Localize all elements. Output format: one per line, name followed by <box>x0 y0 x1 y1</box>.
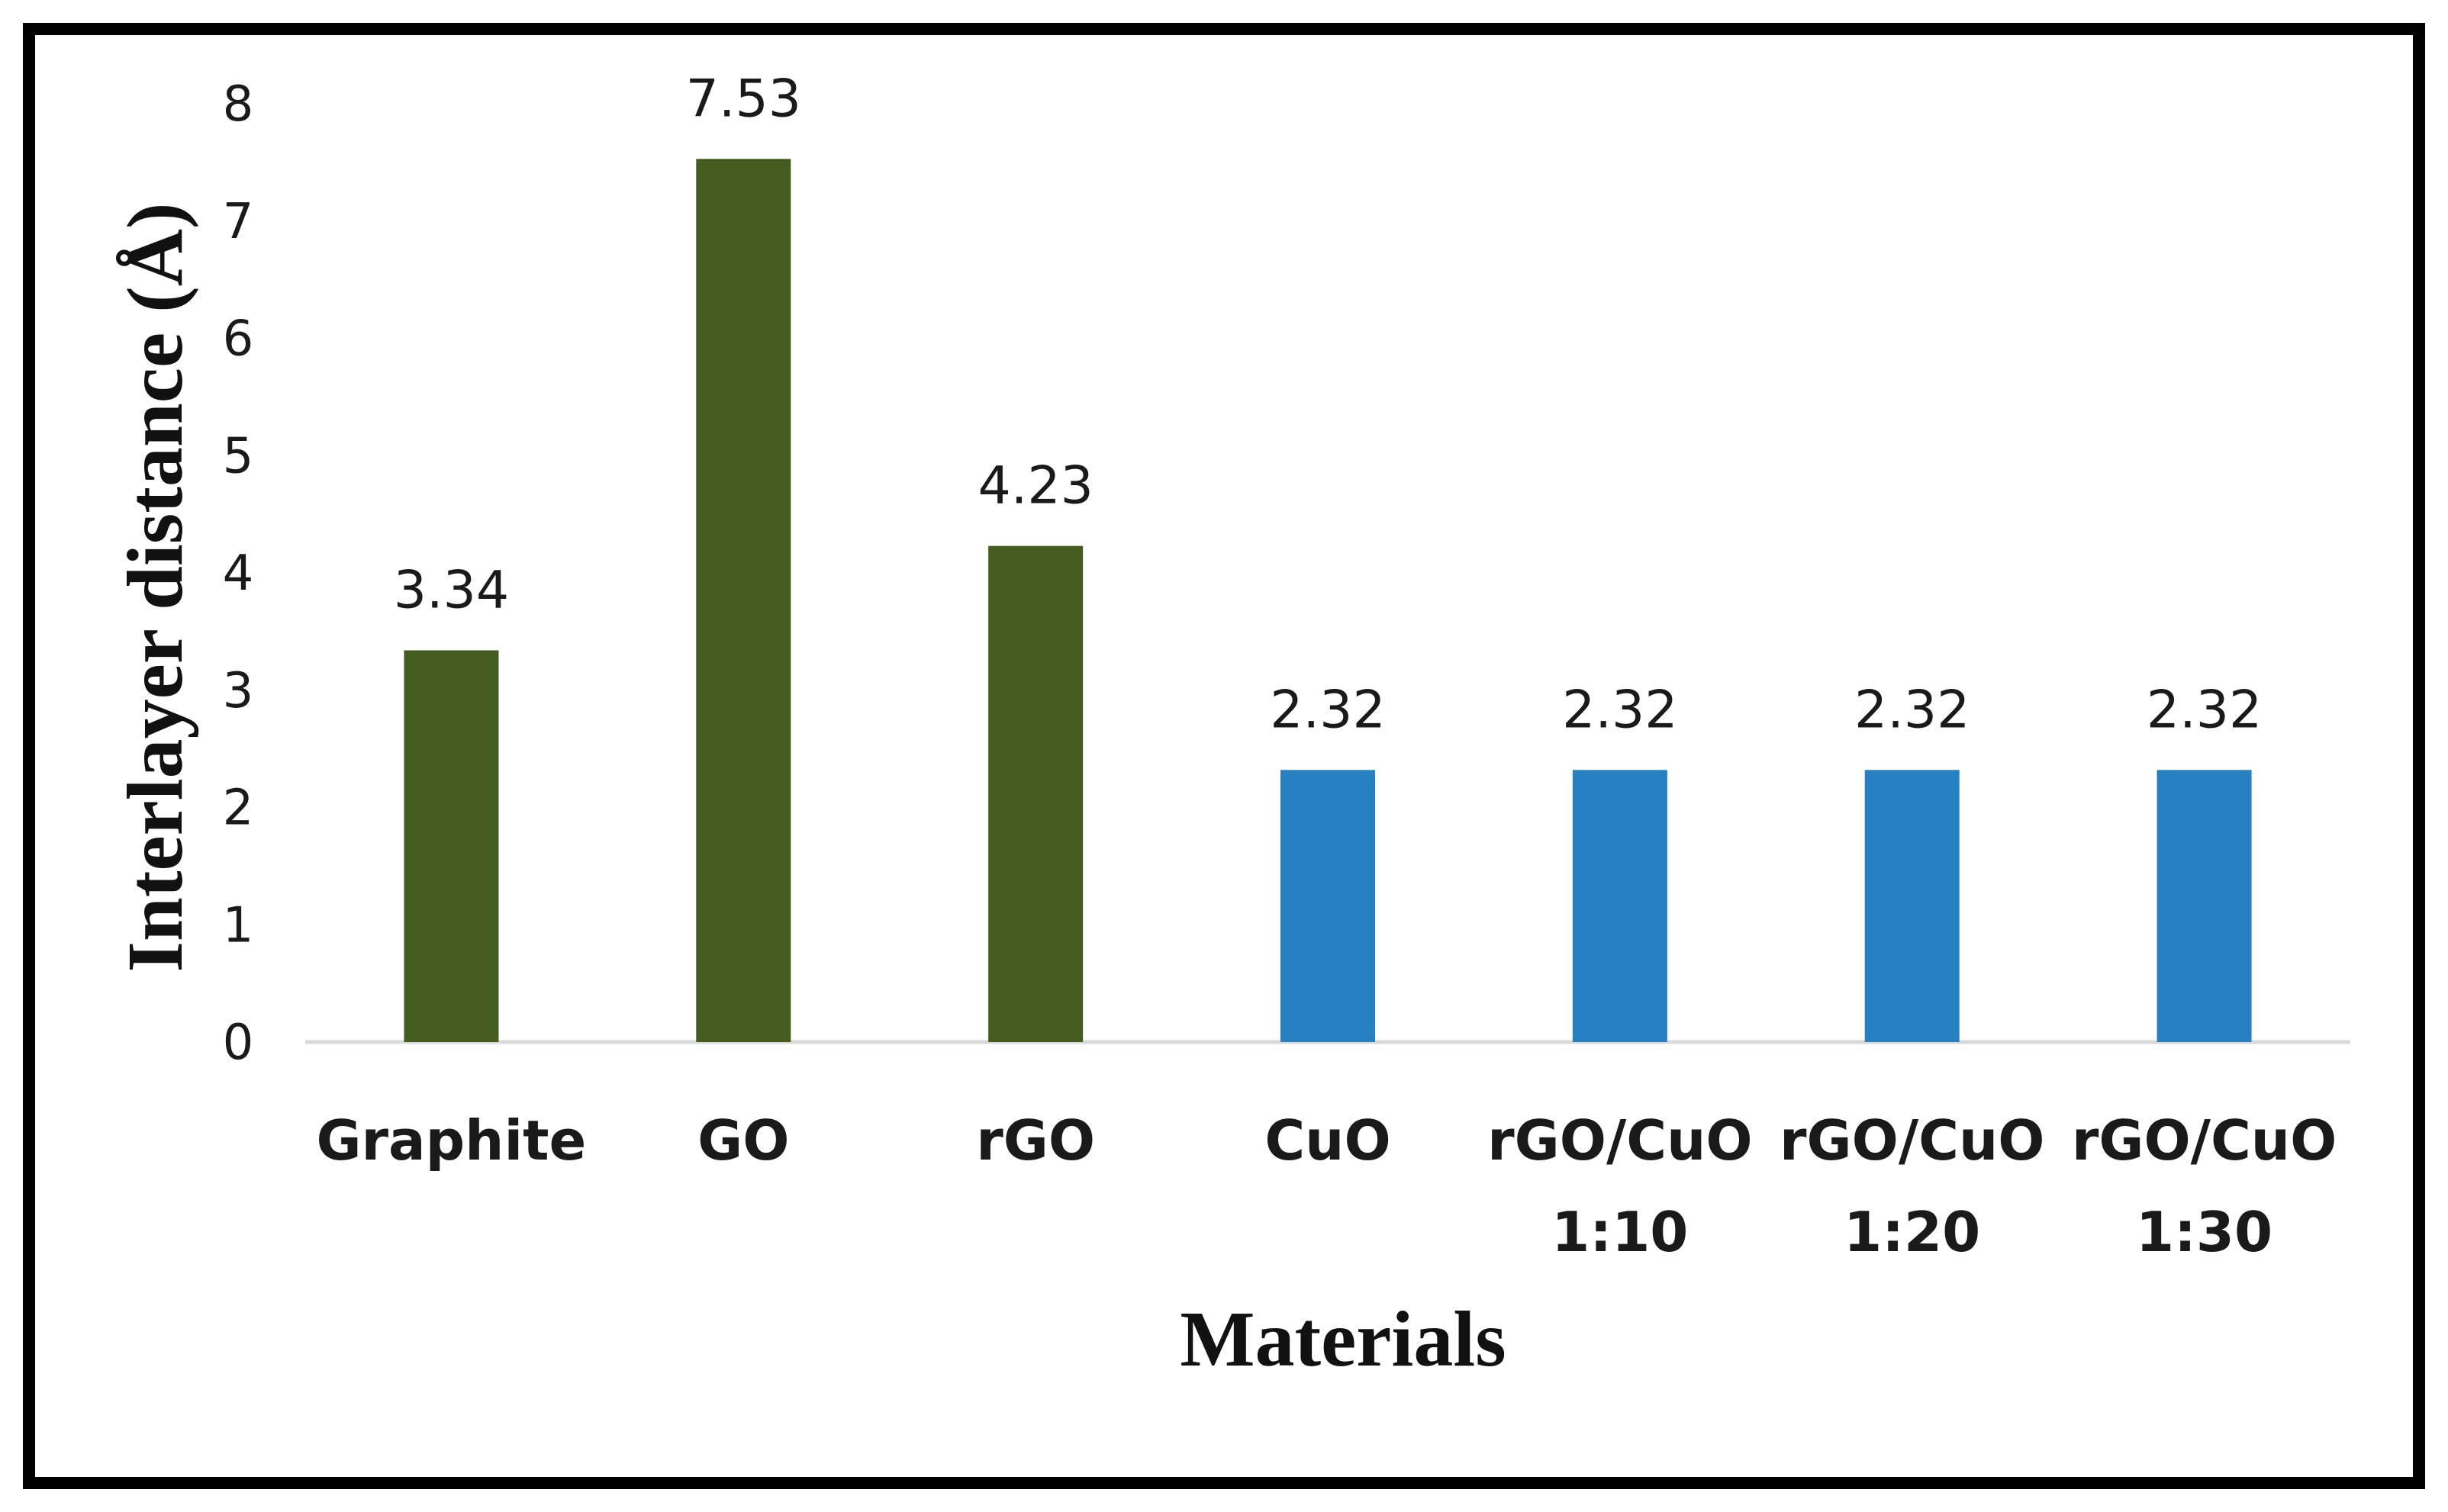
data-label-4: 2.32 <box>1270 680 1385 740</box>
category-label-6-line-2: 1:20 <box>1844 1200 1980 1264</box>
y-axis-title: Interlayer distance (Å) <box>111 203 199 973</box>
y-tick-label-4: 4 <box>223 545 254 602</box>
data-label-7: 2.32 <box>2147 680 2262 740</box>
y-tick-label-7: 7 <box>223 194 254 250</box>
category-label-1-line-1: Graphite <box>316 1108 586 1173</box>
bar-1 <box>404 650 499 1042</box>
bars <box>404 159 2252 1043</box>
bar-4 <box>1280 770 1375 1042</box>
data-label-3: 4.23 <box>978 456 1093 516</box>
bar-5 <box>1572 770 1667 1042</box>
category-labels: Graphite GO rGO CuO rGO/CuO 1:10 rGO/CuO 1:20 rG… <box>316 1108 2337 1264</box>
bar-6 <box>1864 770 1960 1042</box>
y-axis-ticks: 0 1 2 3 4 5 6 7 8 <box>223 76 254 1071</box>
category-label-2-line-1: GO <box>697 1108 789 1173</box>
y-tick-label-2: 2 <box>223 780 254 837</box>
y-tick-label-3: 3 <box>223 663 254 719</box>
data-label-5: 2.32 <box>1562 680 1677 740</box>
data-label-1: 3.34 <box>394 560 509 620</box>
category-label-5-line-1: rGO/CuO <box>1487 1108 1752 1173</box>
bar-3 <box>988 545 1084 1042</box>
category-label-4-line-1: CuO <box>1264 1108 1390 1173</box>
y-tick-label-8: 8 <box>223 76 254 133</box>
y-tick-label-1: 1 <box>223 897 254 954</box>
bar-2 <box>696 159 791 1043</box>
category-label-6-line-1: rGO/CuO <box>1780 1108 2044 1173</box>
y-tick-label-5: 5 <box>223 428 254 484</box>
category-label-7-line-1: rGO/CuO <box>2072 1108 2337 1173</box>
bar-7 <box>2156 770 2252 1042</box>
data-labels: 3.34 7.53 4.23 2.32 2.32 2.32 2.32 <box>394 69 2263 740</box>
data-label-2: 7.53 <box>686 69 801 129</box>
y-tick-label-0: 0 <box>223 1015 254 1071</box>
y-tick-label-6: 6 <box>223 311 254 368</box>
x-axis-title: Materials <box>1180 1295 1506 1383</box>
category-label-3-line-1: rGO <box>976 1108 1095 1173</box>
data-label-6: 2.32 <box>1854 680 1970 740</box>
category-label-5-line-2: 1:10 <box>1551 1200 1688 1264</box>
category-label-7-line-2: 1:30 <box>2136 1200 2272 1264</box>
